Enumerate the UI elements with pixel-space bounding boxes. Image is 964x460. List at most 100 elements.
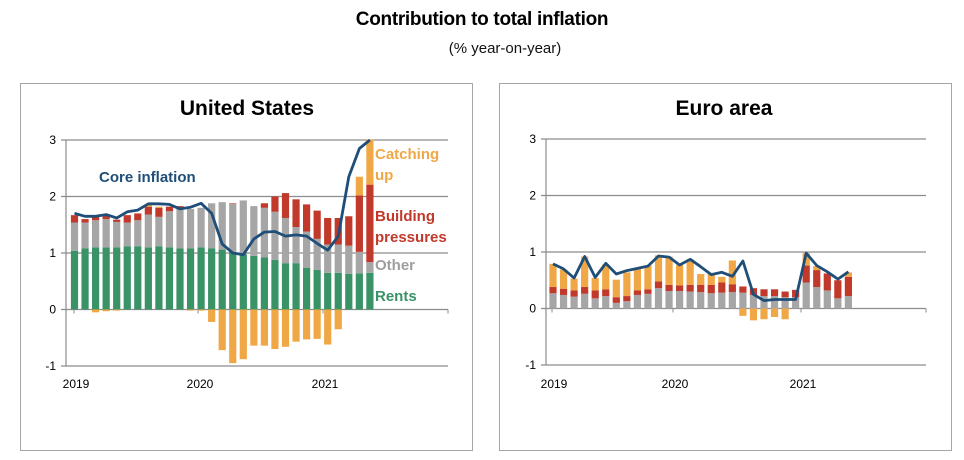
x-tick-label: 2020 <box>662 377 689 391</box>
bar-other <box>781 297 789 309</box>
bar-catching-up <box>313 309 321 339</box>
bar-building-pressures <box>559 288 568 295</box>
label-catching-up-line: up <box>375 167 393 184</box>
bar-building-pressures <box>324 217 332 245</box>
bar-other <box>654 288 663 309</box>
bar-catching-up <box>676 264 684 286</box>
label-core-inflation: Core inflation <box>99 169 196 186</box>
bar-rents <box>70 250 79 310</box>
bar-building-pressures <box>570 290 578 297</box>
bar-building-pressures <box>165 206 174 212</box>
bar-other <box>366 262 374 273</box>
bar-catching-up <box>102 309 110 312</box>
bar-catching-up <box>334 309 342 330</box>
bar-catching-up <box>581 256 589 288</box>
bar-other <box>760 296 768 309</box>
bar-other <box>355 251 363 274</box>
bar-building-pressures <box>271 196 279 212</box>
bar-rents <box>113 247 121 310</box>
bar-rents <box>123 246 131 310</box>
bar-catching-up <box>324 309 332 345</box>
bar-building-pressures <box>602 289 610 297</box>
bar-other <box>739 292 747 309</box>
y-tick-label: 0 <box>49 303 56 317</box>
bar-catching-up <box>633 268 641 291</box>
bar-other <box>844 296 852 309</box>
y-tick-label: -1 <box>525 358 536 372</box>
bar-catching-up <box>197 309 205 311</box>
bar-catching-up <box>623 272 631 297</box>
core-inflation-line <box>74 138 371 257</box>
bar-catching-up <box>707 272 715 285</box>
bar-other <box>602 296 610 309</box>
bar-other <box>92 220 100 248</box>
core-inflation-line <box>552 251 850 303</box>
bar-building-pressures <box>654 281 663 289</box>
x-tick-label: 2019 <box>541 377 568 391</box>
bar-catching-up <box>208 309 216 322</box>
chart-title: United States <box>180 97 314 120</box>
bar-building-pressures <box>345 216 353 246</box>
bar-catching-up <box>570 278 578 291</box>
bar-building-pressures <box>134 213 142 221</box>
bar-catching-up <box>549 263 557 288</box>
bar-other <box>686 291 694 309</box>
bar-other <box>134 220 142 247</box>
bar-catching-up <box>665 256 673 285</box>
bar-catching-up <box>155 206 163 208</box>
bar-catching-up <box>239 309 247 360</box>
bar-other <box>728 292 736 309</box>
bar-rents <box>345 273 353 310</box>
bar-other <box>612 302 620 309</box>
bar-building-pressures <box>313 210 321 239</box>
bar-other <box>665 290 673 309</box>
bar-other <box>834 298 842 309</box>
bar-building-pressures <box>355 195 363 252</box>
y-tick-label: -1 <box>45 359 56 373</box>
bar-catching-up <box>250 309 258 346</box>
chart-panel-united-states: United States 3 2 1 0 -1 2019 2020 2021 Core infl… <box>20 83 473 451</box>
bar-rents <box>218 249 226 310</box>
bar-building-pressures <box>591 290 599 299</box>
bar-other <box>155 216 163 247</box>
bar-other <box>70 222 79 251</box>
bar-other <box>250 206 258 256</box>
bar-building-pressures <box>802 265 810 283</box>
bar-other <box>823 290 831 309</box>
bar-other <box>229 203 237 252</box>
chart-title: Euro area <box>676 97 773 120</box>
chart-panel-euro-area: Euro area 3 2 1 0 -1 2019 2020 2021 <box>499 83 952 451</box>
bar-rents <box>250 255 258 310</box>
bar-building-pressures <box>686 284 694 292</box>
bar-catching-up <box>218 309 226 351</box>
bar-catching-up <box>303 309 311 340</box>
bar-catching-up <box>739 308 747 316</box>
bar-building-pressures <box>70 215 79 223</box>
bar-rents <box>186 248 195 310</box>
bar-catching-up <box>366 139 374 185</box>
bar-other <box>176 208 184 249</box>
y-tick-label: 1 <box>529 245 536 259</box>
bar-other <box>345 245 353 274</box>
main-title: Contribution to total inflation <box>355 9 609 30</box>
bar-building-pressures <box>623 296 631 302</box>
bar-building-pressures <box>581 287 589 294</box>
bar-catching-up <box>559 269 568 289</box>
bar-catching-up <box>591 277 599 291</box>
bar-catching-up <box>844 272 852 277</box>
bar-other <box>239 200 247 255</box>
bar-building-pressures <box>739 286 747 293</box>
chart-united-states: United States 3 2 1 0 -1 2019 2020 2021 Core infl… <box>45 97 449 391</box>
bar-other <box>570 296 578 309</box>
bar-rents <box>102 247 110 310</box>
bar-catching-up <box>186 309 195 311</box>
bar-building-pressures <box>155 207 163 217</box>
bar-rents <box>271 259 279 310</box>
bar-catching-up <box>749 308 758 321</box>
bar-other <box>334 244 342 273</box>
y-tick-label: 3 <box>49 133 56 147</box>
label-building-pressures-line: Building <box>375 208 435 225</box>
bar-building-pressures <box>728 284 736 293</box>
bar-catching-up <box>781 308 789 320</box>
bar-other <box>102 219 110 248</box>
